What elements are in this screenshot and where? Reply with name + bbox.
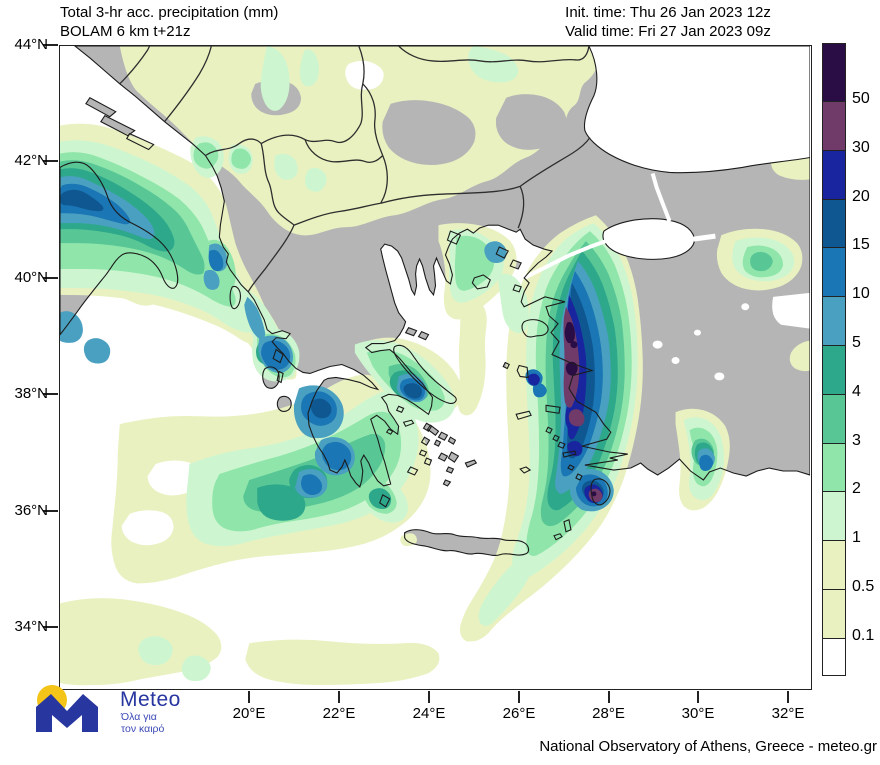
- black-sea-coast: [583, 46, 810, 174]
- colorbar-tick-label: 20: [852, 187, 870, 205]
- precip-level-50: [564, 322, 597, 497]
- dardanelles-strait: [523, 239, 607, 280]
- lon-label: 28°E: [592, 705, 625, 722]
- lat-label: 40°N: [14, 268, 48, 286]
- lon-label: 26°E: [502, 705, 536, 722]
- colorbar-tick-label: 4: [852, 382, 861, 400]
- lat-label: 44°N: [14, 36, 48, 53]
- lon-label: 32°E: [771, 705, 805, 722]
- colorbar-segment: [823, 247, 845, 297]
- lon-label: 20°E: [232, 705, 266, 722]
- colorbar-tick-label: 0.1: [852, 626, 875, 644]
- lon-label: 22°E: [322, 705, 356, 722]
- lon-tick: [697, 691, 699, 703]
- run-times: Init. time: Thu 26 Jan 2023 12z Valid tim…: [565, 3, 771, 41]
- logo-name: Meteo: [120, 688, 181, 711]
- title-line1: Total 3-hr acc. precipitation (mm): [60, 4, 279, 21]
- lon-tick: [607, 691, 610, 703]
- lat-tick: [43, 393, 58, 396]
- lat-label: 38°N: [14, 385, 48, 403]
- lon-tick: [787, 691, 789, 703]
- map-frame: [59, 45, 812, 690]
- colorbar-segment: [823, 198, 845, 248]
- colorbar-tick-label: 10: [852, 285, 870, 303]
- meteo-logo-mark: [36, 685, 98, 732]
- lat-label: 42°N: [14, 152, 48, 170]
- title-line2: BOLAM 6 km t+21z: [60, 23, 191, 40]
- colorbar-segment: [823, 296, 845, 345]
- bosphorus-strait: [650, 172, 672, 222]
- colorbar-tick-label: 30: [852, 138, 870, 156]
- border-layer: [119, 46, 591, 293]
- lat-label: 34°N: [14, 618, 48, 635]
- lat-tick: [43, 276, 58, 279]
- lon-tick: [338, 691, 340, 703]
- meteo-logo: Meteo Όλα για τον καιρό: [28, 684, 213, 742]
- lon-tick: [518, 691, 520, 703]
- logo-m-icon: [36, 694, 98, 732]
- colorbar-segment: [823, 44, 845, 101]
- map-canvas: [60, 46, 810, 688]
- logo-tagline-2: τον καιρό: [121, 723, 165, 735]
- lat-tick: [43, 44, 58, 46]
- colorbar-segment: [823, 442, 845, 492]
- colorbar-segment: [823, 637, 845, 675]
- init-time: Init. time: Thu 26 Jan 2023 12z: [565, 4, 771, 21]
- lon-label: 30°E: [681, 705, 715, 722]
- lon-label: 24°E: [412, 705, 446, 722]
- colorbar-tick-label: 3: [852, 431, 861, 449]
- logo-tagline-1: Όλα για: [121, 711, 157, 723]
- colorbar: [822, 43, 846, 676]
- colorbar-segment: [823, 149, 845, 199]
- attribution: National Observatory of Athens, Greece -…: [539, 738, 877, 755]
- lat-tick: [43, 626, 58, 628]
- colorbar-segment: [823, 491, 845, 541]
- lat-tick: [43, 160, 58, 163]
- colorbar-segment: [823, 101, 845, 150]
- colorbar-tick-label: 2: [852, 480, 861, 498]
- colorbar-segment: [823, 540, 845, 589]
- lat-label: 36°N: [14, 501, 48, 519]
- sea-of-marmara: [602, 218, 696, 260]
- anatolian-lakes: [652, 292, 810, 381]
- colorbar-segment: [823, 393, 845, 443]
- colorbar-tick-label: 0.5: [852, 578, 875, 595]
- black-sea: [584, 46, 810, 173]
- chart-title: Total 3-hr acc. precipitation (mm) BOLAM …: [60, 3, 278, 41]
- lat-tick: [43, 509, 58, 512]
- colorbar-tick-label: 1: [852, 529, 861, 547]
- colorbar-tick-label: 50: [852, 90, 870, 107]
- colorbar-segment: [823, 344, 845, 394]
- sea-overlay-layer: [523, 46, 810, 381]
- colorbar-tick-label: 15: [852, 236, 870, 254]
- lon-tick: [248, 691, 250, 703]
- colorbar-segment: [823, 588, 845, 638]
- colorbar-tick-label: 5: [852, 334, 861, 351]
- valid-time: Valid time: Fri 27 Jan 2023 09z: [565, 23, 771, 40]
- lon-tick: [428, 691, 430, 703]
